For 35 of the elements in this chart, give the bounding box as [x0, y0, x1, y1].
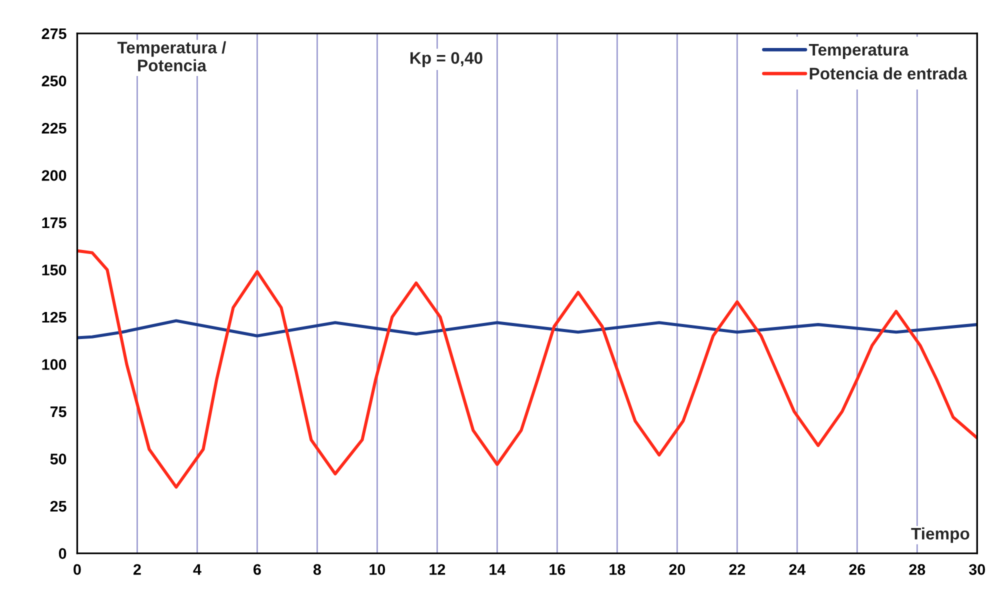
- x-tick-label: 22: [729, 564, 746, 575]
- legend-label: Potencia de entrada: [810, 67, 968, 80]
- y-tick-label: 25: [50, 500, 66, 512]
- y-tick-label: 150: [42, 264, 66, 276]
- annotation: Kp = 0,40: [410, 52, 482, 68]
- x-tick-label: 12: [430, 564, 446, 575]
- y-axis-title: Temperatura / Potencia: [117, 41, 226, 72]
- x-tick-label: 24: [789, 564, 806, 575]
- x-tick-label: 10: [370, 564, 386, 575]
- y-tick-label: 250: [42, 76, 66, 86]
- y-tick-label: 0: [58, 548, 66, 559]
- x-tick-label: 2: [133, 564, 141, 575]
- y-tick-label: 200: [42, 170, 66, 181]
- y-tick-label: 175: [42, 218, 66, 228]
- x-tick-label: 20: [669, 564, 686, 575]
- y-tick-label: 100: [42, 359, 66, 370]
- x-tick-label: 8: [313, 564, 321, 575]
- legend-label: Temperatura: [808, 44, 909, 59]
- x-tick-label: 0: [74, 564, 81, 575]
- y-tick-label: 225: [42, 122, 66, 134]
- x-tick-label: 30: [968, 564, 985, 575]
- line-series: [77, 249, 978, 489]
- x-tick-label: 26: [849, 564, 866, 575]
- x-tick-label: 16: [550, 564, 566, 575]
- x-tick-label: 6: [254, 564, 261, 575]
- y-tick-label: 75: [50, 406, 66, 418]
- x-tick-label: 18: [610, 564, 626, 575]
- x-tick-label: 28: [909, 564, 926, 575]
- x-tick-label: 14: [490, 564, 506, 575]
- x-tick-label: 4: [193, 564, 202, 575]
- x-axis-title: Tiempo: [911, 527, 970, 543]
- y-tick-label: 50: [50, 454, 66, 464]
- y-tick-label: 275: [42, 28, 66, 40]
- y-tick-label: 125: [42, 312, 66, 323]
- line-series: [77, 319, 978, 340]
